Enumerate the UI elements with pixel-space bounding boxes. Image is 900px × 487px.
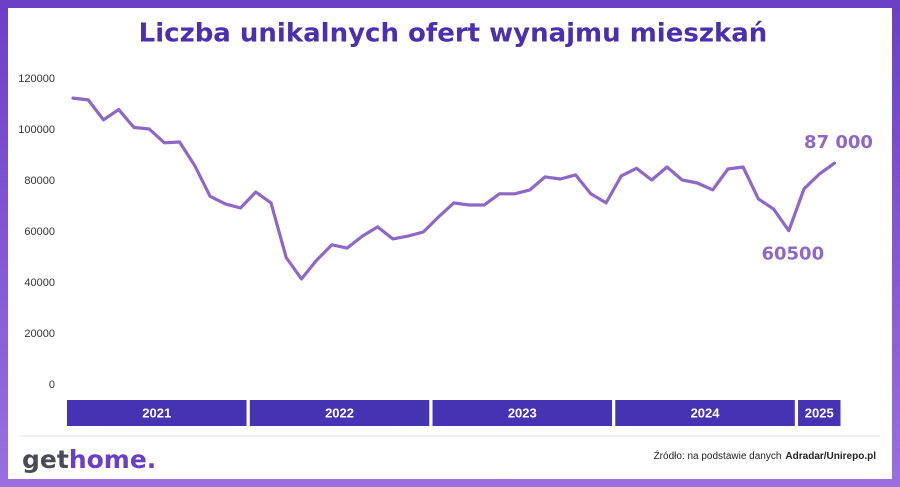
- logo-first: get: [22, 445, 69, 474]
- x-tick-label: 2022: [325, 405, 354, 420]
- y-tick-label: 0: [49, 379, 55, 391]
- logo: gethome.: [22, 445, 156, 474]
- line: [71, 96, 837, 281]
- x-tick-label: 2023: [508, 405, 537, 420]
- y-tick-label: 40000: [24, 277, 55, 289]
- year-band: [249, 400, 430, 426]
- x-tick-label: 2021: [142, 405, 171, 420]
- value-label: 60500: [761, 244, 824, 265]
- source-name: Adradar/Unirepo.pl: [785, 451, 876, 462]
- x-tick-label: 2024: [691, 405, 721, 420]
- y-tick-label: 80000: [24, 175, 55, 187]
- y-tick-label: 100000: [18, 124, 55, 136]
- year-band: [432, 400, 613, 426]
- year-band: [798, 400, 841, 426]
- year-band: [615, 400, 795, 426]
- y-tick-label: 120000: [18, 73, 55, 85]
- source: Źródło: na podstawie danych Adradar/Unire…: [654, 449, 877, 462]
- x-tick-label: 2025: [805, 405, 834, 420]
- chart-title: Liczba unikalnych ofert wynajmu mieszkań: [139, 19, 768, 49]
- logo-second: home.: [69, 445, 156, 474]
- y-tick-label: 20000: [24, 328, 55, 340]
- source-prefix: Źródło: na podstawie danych: [654, 449, 782, 462]
- year-band: [67, 400, 247, 426]
- y-tick-label: 60000: [24, 226, 55, 238]
- value-label: 87 000: [804, 132, 873, 153]
